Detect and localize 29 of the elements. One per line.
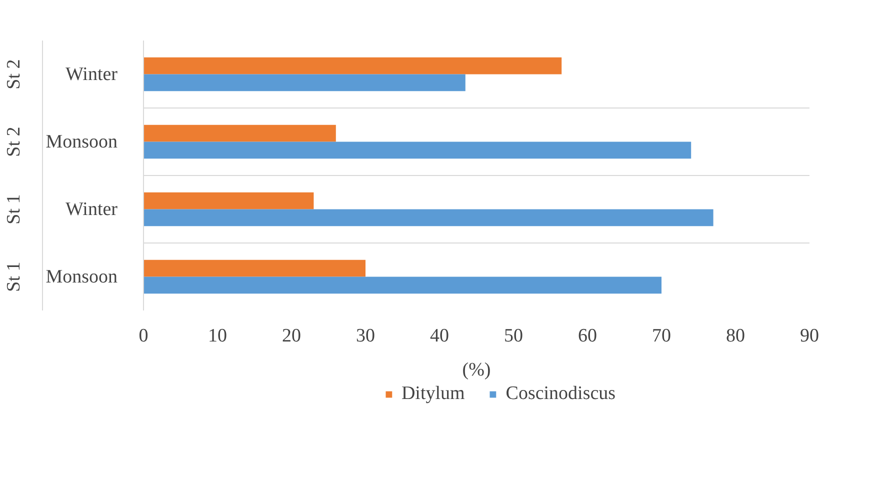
bar <box>144 192 314 210</box>
x-tick-label: 0 <box>138 326 148 346</box>
text: St 2 <box>4 59 24 90</box>
bar <box>144 260 366 277</box>
bar <box>144 209 714 226</box>
legend-label: Ditylum <box>401 383 465 405</box>
x-tick-label: 40 <box>430 326 449 346</box>
x-tick-label: 30 <box>356 326 375 346</box>
bar <box>144 124 336 142</box>
bar <box>144 142 692 159</box>
x-tick-label: 60 <box>578 326 597 346</box>
legend-label: Coscinodiscus <box>506 383 616 405</box>
bar <box>144 57 562 74</box>
bar <box>144 74 466 92</box>
y-tick-label: Monsoon <box>46 266 118 288</box>
text: St 1 <box>4 262 24 292</box>
text: St 1 <box>4 194 24 224</box>
y-tick-label: Winter <box>66 198 118 220</box>
y-tick-label: Monsoon <box>46 131 118 152</box>
x-tick-label: 80 <box>726 326 745 346</box>
bar <box>144 276 662 294</box>
x-tick-label: 50 <box>504 326 523 346</box>
x-tick-label: 90 <box>800 326 819 346</box>
x-axis-title: (%) <box>462 360 491 380</box>
x-tick-label: 10 <box>208 326 227 346</box>
y-tick-label: Winter <box>66 64 118 85</box>
x-tick-label: 20 <box>282 326 301 346</box>
text: St 2 <box>4 126 24 157</box>
x-tick-label: 70 <box>652 326 671 346</box>
